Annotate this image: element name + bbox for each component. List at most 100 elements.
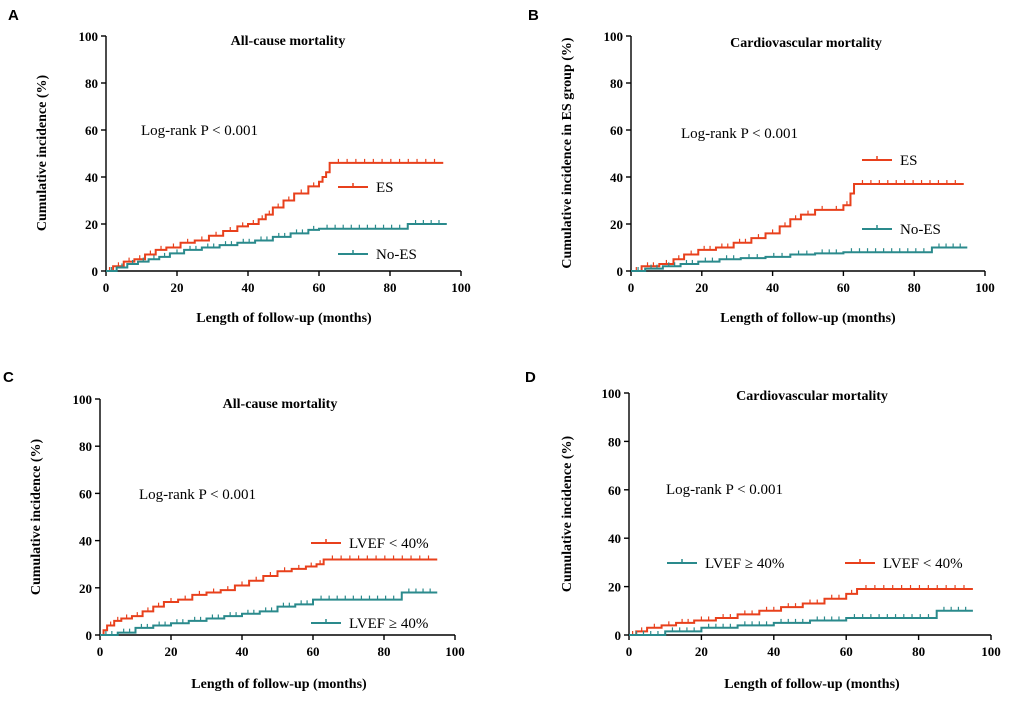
log-rank-annotation: Log-rank P < 0.001 xyxy=(681,126,798,142)
legend-label: ES xyxy=(376,180,394,196)
y-tick-label: 40 xyxy=(79,534,92,549)
y-tick-label: 0 xyxy=(615,628,622,643)
chart-title: All-cause mortality xyxy=(223,397,338,412)
chart-title: Cardiovascular mortality xyxy=(730,36,882,51)
x-tick-label: 0 xyxy=(97,644,104,659)
y-tick-label: 80 xyxy=(85,76,98,91)
x-tick-label: 100 xyxy=(975,280,995,295)
x-tick-label: 20 xyxy=(695,280,708,295)
legend-item: LVEF ≥ 40% xyxy=(311,616,428,632)
y-tick-label: 100 xyxy=(602,386,622,401)
y-tick-label: 60 xyxy=(85,123,98,138)
x-tick-label: 40 xyxy=(767,644,780,659)
legend-label: LVEF ≥ 40% xyxy=(705,556,784,572)
x-axis-label: Length of follow-up (months) xyxy=(196,311,372,326)
y-tick-label: 0 xyxy=(86,628,93,643)
y-axis-label: Cumulative incidence (%) xyxy=(560,436,575,593)
legend-item: ES xyxy=(862,153,918,169)
y-tick-label: 0 xyxy=(92,264,99,279)
y-tick-label: 0 xyxy=(617,264,624,279)
x-tick-label: 60 xyxy=(837,280,850,295)
series-line xyxy=(629,588,973,636)
y-tick-label: 100 xyxy=(604,29,624,44)
legend-item: ES xyxy=(338,180,394,196)
y-tick-label: 80 xyxy=(79,439,92,454)
panel-a: A All-cause mortality 0 20 40 60 80 100 0 20 40 60 8… xyxy=(8,7,471,326)
x-tick-label: 40 xyxy=(766,280,779,295)
y-tick-label: 60 xyxy=(79,486,92,501)
series-es xyxy=(631,180,964,272)
x-tick-label: 20 xyxy=(695,644,708,659)
y-tick-label: 40 xyxy=(85,170,98,185)
y-tick-label: 40 xyxy=(608,531,621,546)
panel-label: D xyxy=(525,369,536,386)
x-tick-label: 60 xyxy=(313,280,326,295)
x-tick-label: 0 xyxy=(103,280,110,295)
y-tick-label: 60 xyxy=(608,483,621,498)
x-tick-label: 80 xyxy=(378,644,391,659)
series-line xyxy=(631,183,964,272)
y-tick-label: 80 xyxy=(610,76,623,91)
series-line xyxy=(631,246,968,272)
series-lvef-40 xyxy=(100,588,438,636)
log-rank-annotation: Log-rank P < 0.001 xyxy=(141,123,258,139)
series-no-es xyxy=(631,243,968,272)
x-tick-label: 60 xyxy=(307,644,320,659)
y-tick-label: 100 xyxy=(79,29,99,44)
x-tick-label: 80 xyxy=(912,644,925,659)
x-tick-label: 100 xyxy=(981,644,1001,659)
x-tick-label: 40 xyxy=(242,280,255,295)
x-axis-label: Length of follow-up (months) xyxy=(191,677,367,692)
y-axis-label: Cumulative incidence in ES group (%) xyxy=(560,37,575,268)
series-lvef-40 xyxy=(629,585,973,636)
legend-label: No-ES xyxy=(900,222,941,238)
series-no-es xyxy=(106,220,447,272)
panel-d: D Cardiovascular mortality 0 20 40 60 80 100 0 20… xyxy=(525,369,1001,692)
x-tick-label: 80 xyxy=(908,280,921,295)
legend-label: LVEF ≥ 40% xyxy=(349,616,428,632)
chart-title: Cardiovascular mortality xyxy=(736,389,888,404)
panel-c: C All-cause mortality 0 20 40 60 80 100 0 20 40 60 8… xyxy=(3,369,465,692)
x-tick-label: 100 xyxy=(445,644,465,659)
x-axis-label: Length of follow-up (months) xyxy=(724,677,900,692)
panel-b: B Cardiovascular mortality 0 20 40 60 80 100 0 20… xyxy=(528,7,995,326)
legend-item: No-ES xyxy=(338,247,417,263)
y-tick-label: 100 xyxy=(73,392,93,407)
panel-label: B xyxy=(528,7,539,24)
legend-label: ES xyxy=(900,153,918,169)
x-tick-label: 0 xyxy=(626,644,633,659)
x-tick-label: 80 xyxy=(384,280,397,295)
y-tick-label: 20 xyxy=(608,580,621,595)
legend-label: No-ES xyxy=(376,247,417,263)
series-es xyxy=(106,158,444,272)
log-rank-annotation: Log-rank P < 0.001 xyxy=(666,482,783,498)
legend-label: LVEF < 40% xyxy=(349,536,429,552)
y-tick-label: 20 xyxy=(79,581,92,596)
series-lvef-40 xyxy=(100,555,438,636)
y-tick-label: 60 xyxy=(610,123,623,138)
x-tick-label: 60 xyxy=(840,644,853,659)
legend-item: LVEF < 40% xyxy=(311,536,429,552)
y-axis-label: Cumulative incidence (%) xyxy=(35,75,50,232)
y-tick-label: 40 xyxy=(610,170,623,185)
legend-item: LVEF ≥ 40% xyxy=(667,556,784,572)
x-tick-label: 20 xyxy=(165,644,178,659)
panel-label: C xyxy=(3,369,14,386)
x-tick-label: 0 xyxy=(628,280,635,295)
series-lvef-40 xyxy=(629,606,973,636)
log-rank-annotation: Log-rank P < 0.001 xyxy=(139,487,256,503)
chart-title: All-cause mortality xyxy=(231,34,346,49)
panel-label: A xyxy=(8,7,19,24)
legend-item: LVEF < 40% xyxy=(845,556,963,572)
y-axis-label: Cumulative incidence (%) xyxy=(29,439,44,596)
y-tick-label: 80 xyxy=(608,434,621,449)
y-tick-label: 20 xyxy=(85,217,98,232)
x-tick-label: 20 xyxy=(171,280,184,295)
x-tick-label: 100 xyxy=(451,280,471,295)
series-line xyxy=(106,223,447,272)
legend-label: LVEF < 40% xyxy=(883,556,963,572)
series-line xyxy=(100,591,438,636)
legend-item: No-ES xyxy=(862,222,941,238)
x-axis-label: Length of follow-up (months) xyxy=(720,311,896,326)
